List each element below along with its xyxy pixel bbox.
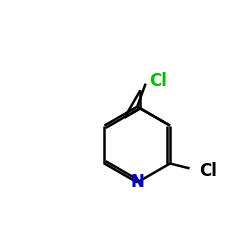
Text: N: N	[130, 174, 144, 192]
Text: Cl: Cl	[149, 72, 167, 90]
Text: Cl: Cl	[199, 162, 217, 180]
